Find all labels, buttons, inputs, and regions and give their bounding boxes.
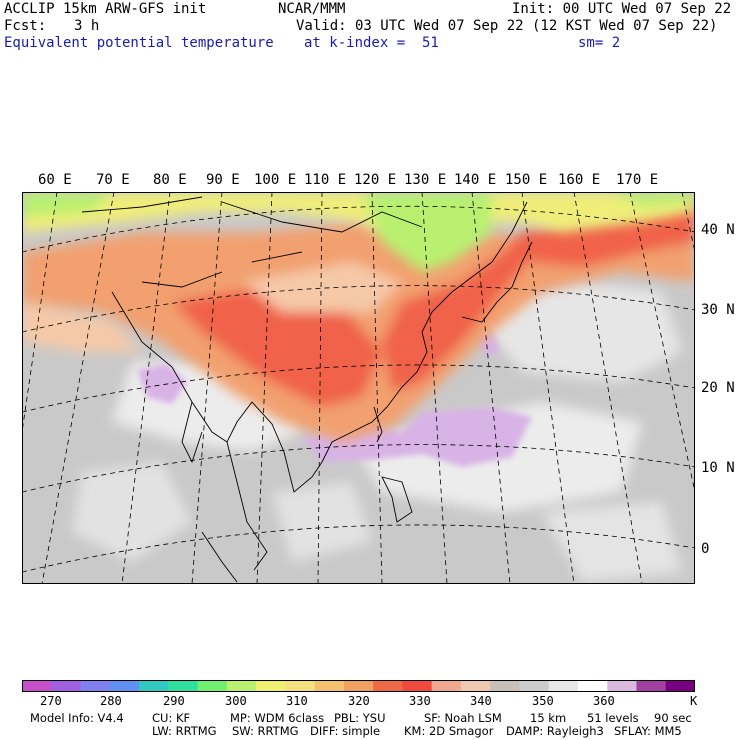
forecast-label: Fcst: bbox=[4, 18, 47, 34]
footer-item: 90 sec bbox=[654, 711, 692, 725]
lon-label: 100 E bbox=[254, 172, 297, 188]
colorbar-swatch bbox=[51, 680, 82, 692]
colorbar-swatch bbox=[519, 680, 550, 692]
colorbar-swatch bbox=[314, 680, 345, 692]
footer-item: DIFF: simple bbox=[310, 724, 381, 738]
colorbar-label: 310 bbox=[286, 694, 308, 708]
colorbar-label: 360 bbox=[593, 694, 615, 708]
colorbar-border bbox=[22, 680, 695, 692]
lon-label: 60 E bbox=[38, 172, 72, 188]
lon-label: 130 E bbox=[404, 172, 447, 188]
org-label: NCAR/MMM bbox=[278, 1, 346, 17]
theta-e-map bbox=[22, 192, 695, 584]
smoothing: sm= 2 bbox=[578, 35, 621, 51]
colorbar-swatch bbox=[636, 680, 667, 692]
colorbar-swatch bbox=[431, 680, 462, 692]
field-name: Equivalent potential temperature bbox=[4, 35, 274, 51]
colorbar-swatch bbox=[402, 680, 433, 692]
colorbar-swatch bbox=[460, 680, 491, 692]
forecast-value: 3 h bbox=[74, 18, 100, 34]
footer-item: PBL: YSU bbox=[334, 711, 386, 725]
colorbar-swatch bbox=[548, 680, 579, 692]
footer-item: 15 km bbox=[530, 711, 567, 725]
colorbar-swatch bbox=[577, 680, 608, 692]
footer-item: CU: KF bbox=[152, 711, 191, 725]
footer-item: SF: Noah LSM bbox=[424, 711, 502, 725]
coastlines bbox=[81, 196, 533, 583]
lavender-patches bbox=[137, 332, 532, 467]
colorbar-swatch bbox=[139, 680, 169, 692]
lat-lon-grid bbox=[22, 192, 695, 584]
colorbar bbox=[22, 680, 695, 692]
colorbar-label: 350 bbox=[532, 694, 554, 708]
footer-item: MP: WDM 6class bbox=[230, 711, 325, 725]
colorbar-label: 270 bbox=[40, 694, 62, 708]
lon-label: 90 E bbox=[206, 172, 240, 188]
cool-north bbox=[22, 192, 695, 272]
colorbar-label: 290 bbox=[163, 694, 185, 708]
colorbar-swatch bbox=[665, 680, 695, 692]
footer-item: LW: RRTMG bbox=[152, 724, 217, 738]
lat-label: 30 N bbox=[701, 302, 735, 318]
footer-item: DAMP: Rayleigh3 bbox=[506, 724, 604, 738]
lon-label: 80 E bbox=[153, 172, 187, 188]
colorbar-swatch bbox=[109, 680, 140, 692]
footer-item: 51 levels bbox=[587, 711, 639, 725]
colorbar-swatch bbox=[22, 680, 52, 692]
lon-label: 170 E bbox=[616, 172, 659, 188]
lon-label: 70 E bbox=[96, 172, 130, 188]
colorbar-label: 330 bbox=[409, 694, 431, 708]
colorbar-swatch bbox=[343, 680, 374, 692]
colorbar-label: 320 bbox=[348, 694, 370, 708]
lon-label: 110 E bbox=[304, 172, 347, 188]
colorbar-swatch bbox=[80, 680, 111, 692]
colorbar-label: 280 bbox=[100, 694, 122, 708]
lat-label: 20 N bbox=[701, 380, 735, 396]
colorbar-swatch bbox=[226, 680, 257, 692]
valid-time: Valid: 03 UTC Wed 07 Sep 22 (12 KST Wed … bbox=[296, 18, 718, 34]
lat-label: 10 N bbox=[701, 460, 735, 476]
footer-item: SFLAY: MM5 bbox=[614, 724, 682, 738]
colorbar-swatch bbox=[256, 680, 286, 692]
colorbar-swatch bbox=[607, 680, 637, 692]
colorbar-swatch bbox=[285, 680, 316, 692]
colorbar-swatch bbox=[168, 680, 199, 692]
colorbar-label: 300 bbox=[225, 694, 247, 708]
lat-label: 0 bbox=[701, 541, 710, 557]
lon-label: 140 E bbox=[454, 172, 497, 188]
footer-item: Model Info: V4.4 bbox=[30, 711, 124, 725]
colorbar-label: 340 bbox=[470, 694, 492, 708]
model-title: ACCLIP 15km ARW-GFS init bbox=[4, 1, 207, 17]
colorbar-unit: K bbox=[690, 694, 698, 708]
colorbar-swatch bbox=[373, 680, 403, 692]
level-index: at k-index = 51 bbox=[304, 35, 439, 51]
init-time: Init: 00 UTC Wed 07 Sep 22 bbox=[512, 1, 732, 17]
footer-item: SW: RRTMG bbox=[232, 724, 299, 738]
colorbar-swatch bbox=[490, 680, 520, 692]
lon-label: 150 E bbox=[505, 172, 548, 188]
lat-label: 40 N bbox=[701, 222, 735, 238]
lon-label: 120 E bbox=[354, 172, 397, 188]
colorbar-swatch bbox=[197, 680, 228, 692]
lon-label: 160 E bbox=[558, 172, 601, 188]
footer-item: KM: 2D Smagor bbox=[404, 724, 494, 738]
